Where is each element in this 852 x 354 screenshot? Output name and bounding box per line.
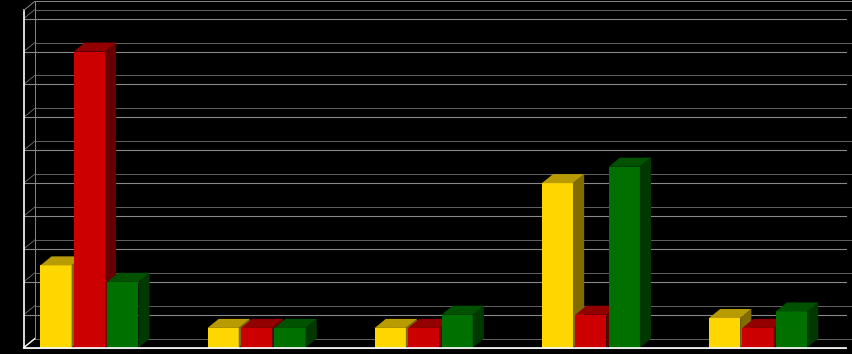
Polygon shape	[608, 158, 650, 167]
Polygon shape	[138, 273, 149, 348]
Polygon shape	[472, 306, 483, 348]
Polygon shape	[741, 319, 784, 328]
Polygon shape	[274, 328, 305, 348]
Polygon shape	[240, 328, 272, 348]
Polygon shape	[74, 52, 105, 348]
Polygon shape	[207, 319, 250, 328]
Polygon shape	[574, 315, 606, 348]
Polygon shape	[773, 319, 784, 348]
Polygon shape	[274, 319, 316, 328]
Polygon shape	[439, 319, 450, 348]
Polygon shape	[239, 319, 250, 348]
Polygon shape	[806, 302, 817, 348]
Polygon shape	[573, 174, 584, 348]
Polygon shape	[775, 312, 806, 348]
Polygon shape	[40, 266, 72, 348]
Polygon shape	[708, 318, 740, 348]
Polygon shape	[606, 306, 617, 348]
Polygon shape	[74, 42, 116, 52]
Polygon shape	[240, 319, 283, 328]
Polygon shape	[374, 328, 406, 348]
Polygon shape	[740, 309, 751, 348]
Polygon shape	[305, 319, 316, 348]
Polygon shape	[374, 319, 417, 328]
Polygon shape	[105, 42, 116, 348]
Polygon shape	[107, 273, 149, 282]
Polygon shape	[708, 309, 751, 318]
Polygon shape	[574, 306, 617, 315]
Polygon shape	[741, 328, 773, 348]
Polygon shape	[72, 256, 83, 348]
Polygon shape	[207, 328, 239, 348]
Polygon shape	[608, 167, 639, 348]
Polygon shape	[541, 183, 573, 348]
Polygon shape	[441, 306, 483, 315]
Polygon shape	[407, 328, 439, 348]
Polygon shape	[272, 319, 283, 348]
Polygon shape	[406, 319, 417, 348]
Polygon shape	[775, 302, 817, 312]
Polygon shape	[639, 158, 650, 348]
Polygon shape	[441, 315, 472, 348]
Polygon shape	[107, 282, 138, 348]
Polygon shape	[407, 319, 450, 328]
Polygon shape	[541, 174, 584, 183]
Polygon shape	[40, 256, 83, 266]
